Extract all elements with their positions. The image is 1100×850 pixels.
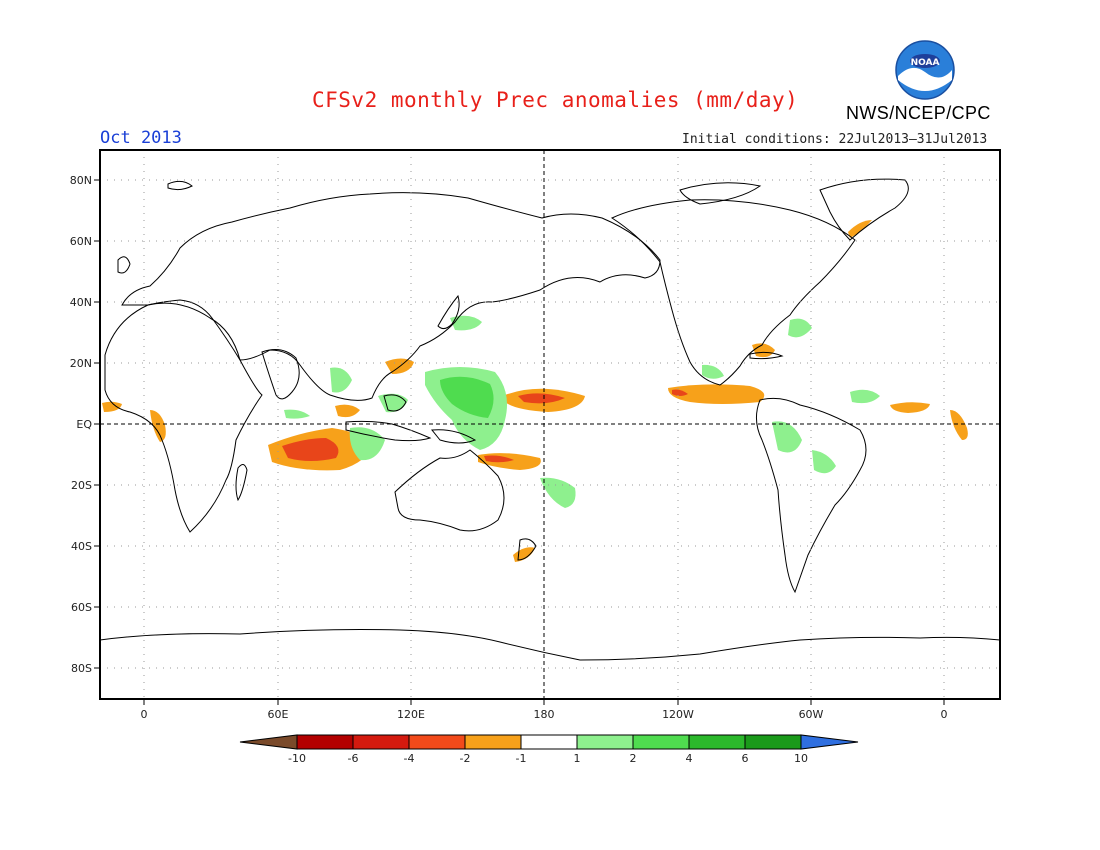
colorbar-tick-label: -6 xyxy=(348,752,359,765)
lat-tick-label: 80S xyxy=(71,662,92,675)
colorbar-above-arrow xyxy=(800,734,859,750)
noaa-logo: NOAA xyxy=(895,40,955,100)
forecast-period: Oct 2013 xyxy=(100,128,182,148)
colorbar-tick-label: 2 xyxy=(630,752,637,765)
africa-coastline xyxy=(104,302,263,533)
lat-tick-label: 80N xyxy=(70,174,92,187)
dry-anomaly-eastern-pacific xyxy=(668,384,765,404)
colorbar-cell xyxy=(464,734,522,750)
wet-anomaly-gulf-stream xyxy=(788,318,812,338)
organization-label: NWS/NCEP/CPC xyxy=(846,103,991,123)
lon-tick-label: 120E xyxy=(397,708,425,721)
north-america-coastline xyxy=(610,199,856,386)
chart-title: CFSv2 monthly Prec anomalies (mm/day) xyxy=(312,88,799,112)
dry-anomaly-peru-coast xyxy=(950,410,968,440)
colorbar-tick-label: 1 xyxy=(574,752,581,765)
strong-dry-anomaly-indian-ocean xyxy=(282,438,339,461)
wet-anomaly-central-america xyxy=(702,364,724,379)
lat-tick-label: EQ xyxy=(76,418,92,431)
colorbar-below-arrow xyxy=(239,734,298,750)
colorbar-tick-label: -1 xyxy=(516,752,527,765)
dry-anomaly-gulf-of-guinea xyxy=(102,401,122,412)
colorbar-tick-label: -4 xyxy=(404,752,415,765)
map-gridlines xyxy=(100,150,1000,699)
strong-dry-anomaly-south-pacific xyxy=(484,455,514,463)
lat-tick-label: 20S xyxy=(71,479,92,492)
colorbar-cell xyxy=(520,734,578,750)
lat-tick-label: 20N xyxy=(70,357,92,370)
wet-anomaly-indonesia xyxy=(349,427,385,461)
wet-anomaly-tropical-atlantic xyxy=(850,389,880,404)
strong-dry-anomaly-eastern-pacific xyxy=(672,389,688,396)
caribbean-coastline xyxy=(749,351,784,360)
longitude-axis: 0 60E 120E 180 120W 60W 0 xyxy=(141,699,948,721)
arctic-archipelago-coastline xyxy=(679,182,762,205)
colorbar-cell xyxy=(408,734,466,750)
initial-conditions: Initial conditions: 22Jul2013–31Jul2013 xyxy=(682,132,988,147)
noaa-logo-text: NOAA xyxy=(911,58,940,68)
lon-tick-label: 120W xyxy=(662,708,694,721)
lat-tick-label: 40S xyxy=(71,540,92,553)
dry-anomaly-west-africa xyxy=(150,410,166,442)
wet-anomaly-north-pacific xyxy=(450,315,482,331)
latitude-axis: 80N 60N 40N 20N EQ 20S 40S 60S 80S xyxy=(70,174,100,675)
lat-tick-label: 40N xyxy=(70,296,92,309)
colorbar-cell xyxy=(632,734,690,750)
australia-coastline xyxy=(394,449,505,532)
colorbar-tick-label: 10 xyxy=(794,752,808,765)
lat-tick-label: 60S xyxy=(71,601,92,614)
color-scale-bar: -10 -6 -4 -2 -1 1 2 4 6 10 xyxy=(239,734,859,765)
lon-tick-label: 60E xyxy=(268,708,289,721)
lon-tick-label: 60W xyxy=(799,708,824,721)
colorbar-cell xyxy=(296,734,354,750)
coastlines xyxy=(99,178,1001,661)
strong-wet-anomaly-west-pacific xyxy=(440,376,494,418)
wet-anomaly-arabian-sea xyxy=(284,409,310,419)
india-coastline xyxy=(261,349,300,400)
svalbard-coastline xyxy=(167,180,193,191)
lat-tick-label: 60N xyxy=(70,235,92,248)
wet-anomaly-brazil xyxy=(812,450,836,474)
new-zealand-coastline xyxy=(517,538,537,561)
colorbar-tick-label: 6 xyxy=(742,752,749,765)
colorbar-cell xyxy=(744,734,802,750)
map-panel xyxy=(99,149,1001,700)
borneo-coastline xyxy=(383,394,407,412)
equator-dateline-lines xyxy=(100,150,1000,699)
antarctica-coastline xyxy=(99,629,1001,661)
japan-coastline xyxy=(437,294,460,330)
colorbar-cell xyxy=(352,734,410,750)
lon-tick-label: 0 xyxy=(941,708,948,721)
colorbar-tick-label: -10 xyxy=(288,752,306,765)
colorbar-tick-label: -2 xyxy=(460,752,471,765)
madagascar-coastline xyxy=(235,464,248,502)
lon-tick-label: 180 xyxy=(534,708,555,721)
dry-anomaly-atlantic xyxy=(890,402,930,413)
greenland-coastline xyxy=(819,178,909,241)
wet-anomaly-maritime-continent xyxy=(330,367,352,393)
south-america-coastline xyxy=(756,397,867,594)
new-guinea-coastline xyxy=(431,429,477,444)
colorbar-cell xyxy=(576,734,634,750)
lon-tick-label: 0 xyxy=(141,708,148,721)
dry-anomaly-bay-of-bengal xyxy=(335,404,360,418)
dry-anomaly-labrador xyxy=(848,220,872,238)
wet-anomaly-amazon xyxy=(772,421,802,453)
indonesia-coastline xyxy=(345,420,432,442)
colorbar-tick-label: 4 xyxy=(686,752,693,765)
colorbar-cell xyxy=(688,734,746,750)
strong-dry-anomaly-central-pacific xyxy=(518,393,565,404)
uk-coastline xyxy=(117,256,131,274)
wet-anomaly-borneo xyxy=(378,393,408,413)
